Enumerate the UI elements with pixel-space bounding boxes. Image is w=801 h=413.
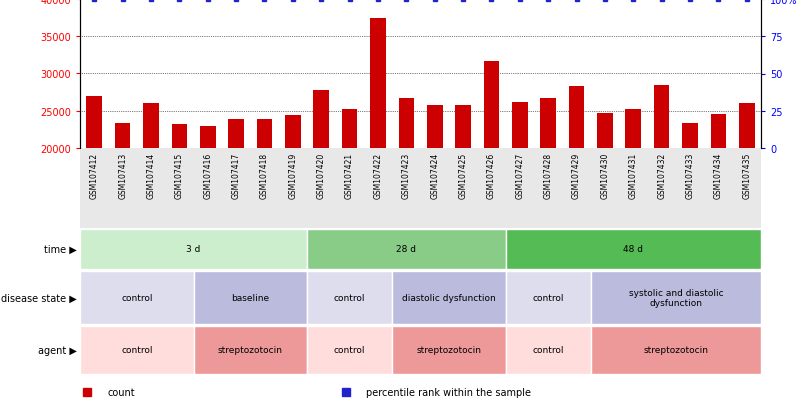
Text: GSM107433: GSM107433 bbox=[686, 153, 694, 199]
Text: GSM107430: GSM107430 bbox=[601, 153, 610, 199]
Text: GSM107427: GSM107427 bbox=[515, 153, 525, 199]
Bar bbox=[370, 19, 386, 149]
Text: GSM107428: GSM107428 bbox=[544, 153, 553, 199]
Text: GSM107432: GSM107432 bbox=[657, 153, 666, 199]
Text: 48 d: 48 d bbox=[623, 245, 643, 254]
Text: control: control bbox=[334, 293, 365, 302]
Text: GSM107429: GSM107429 bbox=[572, 153, 581, 199]
Bar bbox=[228, 120, 244, 149]
Text: streptozotocin: streptozotocin bbox=[417, 346, 481, 355]
Bar bbox=[626, 110, 641, 149]
Bar bbox=[541, 99, 556, 149]
Bar bbox=[87, 97, 102, 149]
Bar bbox=[590, 326, 761, 374]
Bar bbox=[455, 106, 471, 149]
Bar bbox=[143, 103, 159, 149]
Bar bbox=[512, 102, 528, 149]
Text: GSM107414: GSM107414 bbox=[147, 153, 155, 199]
Text: GSM107418: GSM107418 bbox=[260, 153, 269, 199]
Bar bbox=[194, 326, 307, 374]
Bar bbox=[307, 326, 392, 374]
Bar bbox=[682, 123, 698, 149]
Text: control: control bbox=[121, 346, 152, 355]
Bar bbox=[307, 229, 505, 270]
Text: GSM107415: GSM107415 bbox=[175, 153, 184, 199]
Bar bbox=[484, 62, 499, 149]
Text: agent ▶: agent ▶ bbox=[38, 345, 77, 355]
Text: control: control bbox=[533, 293, 564, 302]
Bar bbox=[80, 326, 194, 374]
Bar bbox=[80, 271, 194, 324]
Text: GSM107423: GSM107423 bbox=[402, 153, 411, 199]
Text: GSM107425: GSM107425 bbox=[459, 153, 468, 199]
Text: GSM107422: GSM107422 bbox=[373, 153, 382, 199]
Bar bbox=[505, 271, 590, 324]
Text: GSM107435: GSM107435 bbox=[743, 153, 751, 199]
Bar bbox=[399, 99, 414, 149]
Bar bbox=[654, 85, 670, 149]
Bar bbox=[710, 114, 727, 149]
Text: percentile rank within the sample: percentile rank within the sample bbox=[366, 387, 531, 397]
Text: GSM107419: GSM107419 bbox=[288, 153, 297, 199]
Bar bbox=[313, 91, 329, 149]
Text: 28 d: 28 d bbox=[396, 245, 417, 254]
Text: 3 d: 3 d bbox=[187, 245, 201, 254]
Text: count: count bbox=[107, 387, 135, 397]
Text: streptozotocin: streptozotocin bbox=[643, 346, 708, 355]
Text: disease state ▶: disease state ▶ bbox=[1, 293, 77, 303]
Text: diastolic dysfunction: diastolic dysfunction bbox=[402, 293, 496, 302]
Text: time ▶: time ▶ bbox=[44, 244, 77, 254]
Text: GSM107413: GSM107413 bbox=[119, 153, 127, 199]
Text: GSM107426: GSM107426 bbox=[487, 153, 496, 199]
Text: control: control bbox=[533, 346, 564, 355]
Text: GSM107416: GSM107416 bbox=[203, 153, 212, 199]
Bar bbox=[590, 271, 761, 324]
Bar bbox=[342, 110, 357, 149]
Bar bbox=[200, 126, 215, 149]
Text: GSM107424: GSM107424 bbox=[430, 153, 439, 199]
Bar bbox=[171, 125, 187, 149]
Text: GSM107417: GSM107417 bbox=[231, 153, 240, 199]
Text: streptozotocin: streptozotocin bbox=[218, 346, 283, 355]
Bar bbox=[597, 114, 613, 149]
Bar bbox=[427, 106, 442, 149]
Text: control: control bbox=[121, 293, 152, 302]
Bar bbox=[115, 123, 131, 149]
Bar bbox=[307, 271, 392, 324]
Text: GSM107434: GSM107434 bbox=[714, 153, 723, 199]
Text: GSM107421: GSM107421 bbox=[345, 153, 354, 199]
Bar bbox=[739, 103, 755, 149]
Text: GSM107412: GSM107412 bbox=[90, 153, 99, 199]
Text: baseline: baseline bbox=[231, 293, 269, 302]
Text: control: control bbox=[334, 346, 365, 355]
Bar bbox=[285, 116, 300, 149]
Text: systolic and diastolic
dysfunction: systolic and diastolic dysfunction bbox=[629, 288, 723, 307]
Bar bbox=[505, 326, 590, 374]
Text: GSM107420: GSM107420 bbox=[316, 153, 326, 199]
Bar bbox=[194, 271, 307, 324]
Bar bbox=[392, 326, 505, 374]
Bar bbox=[505, 229, 761, 270]
Bar bbox=[569, 87, 585, 149]
Text: GSM107431: GSM107431 bbox=[629, 153, 638, 199]
Bar bbox=[256, 120, 272, 149]
Bar bbox=[80, 229, 307, 270]
Bar bbox=[392, 271, 505, 324]
